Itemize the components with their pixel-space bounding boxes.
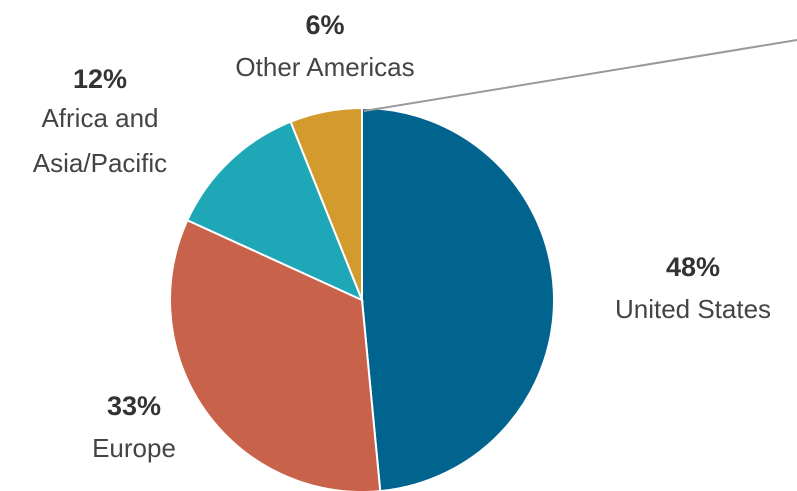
pie-slice-europe: [169, 218, 382, 491]
data-label-africa-asia-name-line1: Africa and: [41, 103, 158, 133]
pie-slice-africa-and-asia-pacific: [186, 120, 364, 302]
data-label-africa-asia-name-line2: Asia/Pacific: [33, 148, 167, 178]
pie-slices: [169, 106, 555, 491]
data-label-other-americas-name: Other Americas: [235, 52, 414, 82]
pie-slice-united-states: [361, 106, 555, 491]
data-label-united-states-percent: 48%: [666, 252, 720, 282]
data-label-europe-percent: 33%: [107, 391, 161, 421]
pie-slice-other-americas: [289, 106, 363, 301]
data-label-other-americas-percent: 6%: [305, 10, 344, 40]
data-label-europe-name: Europe: [92, 433, 176, 463]
data-label-africa-asia-percent: 12%: [73, 64, 127, 94]
data-label-united-states-name: United States: [615, 294, 771, 324]
leader-line-other-americas: [363, 39, 797, 112]
